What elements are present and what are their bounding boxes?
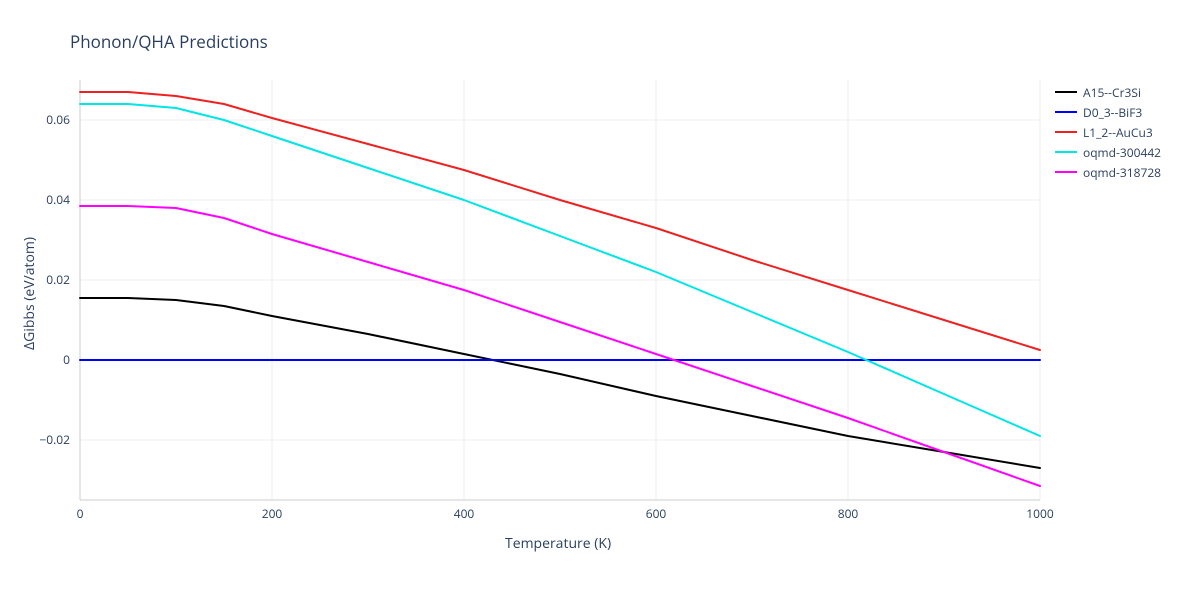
y-axis-label: ΔGibbs (eV/atom) [20, 237, 39, 350]
legend-item[interactable]: D0_3--BiF3 [1055, 102, 1161, 122]
plot-background [80, 80, 1040, 500]
legend: A15--Cr3Si D0_3--BiF3 L1_2--AuCu3 oqmd-3004… [1055, 82, 1161, 182]
y-tick-label: 0.06 [46, 111, 70, 128]
x-tick-label: 0 [77, 505, 84, 522]
legend-item[interactable]: oqmd-318728 [1055, 162, 1161, 182]
y-tick-label: 0 [63, 351, 70, 368]
legend-label: A15--Cr3Si [1083, 84, 1141, 101]
x-tick-label: 200 [262, 505, 283, 522]
legend-item[interactable]: A15--Cr3Si [1055, 82, 1161, 102]
legend-label: oqmd-318728 [1083, 164, 1161, 181]
legend-item[interactable]: oqmd-300442 [1055, 142, 1161, 162]
legend-swatch [1055, 131, 1077, 133]
legend-item[interactable]: L1_2--AuCu3 [1055, 122, 1161, 142]
line-chart: 0 200 400 600 800 1000 −0.02 0 0.02 0.04 0.06 [0, 0, 1200, 600]
x-tick-label: 600 [646, 505, 667, 522]
x-tick-label: 400 [454, 505, 475, 522]
x-tick-label: 800 [838, 505, 859, 522]
y-tick-label: −0.02 [39, 431, 70, 448]
legend-label: oqmd-300442 [1083, 144, 1161, 161]
legend-label: D0_3--BiF3 [1083, 104, 1142, 121]
x-tick-label: 1000 [1026, 505, 1054, 522]
y-tick-label: 0.02 [46, 271, 70, 288]
legend-swatch [1055, 151, 1077, 153]
legend-label: L1_2--AuCu3 [1083, 124, 1153, 141]
x-axis-label: Temperature (K) [505, 534, 611, 553]
chart-container: Phonon/QHA Predictions 02004006008001000… [0, 0, 1200, 600]
legend-swatch [1055, 171, 1077, 173]
legend-swatch [1055, 111, 1077, 113]
legend-swatch [1055, 91, 1077, 93]
y-tick-label: 0.04 [46, 191, 70, 208]
